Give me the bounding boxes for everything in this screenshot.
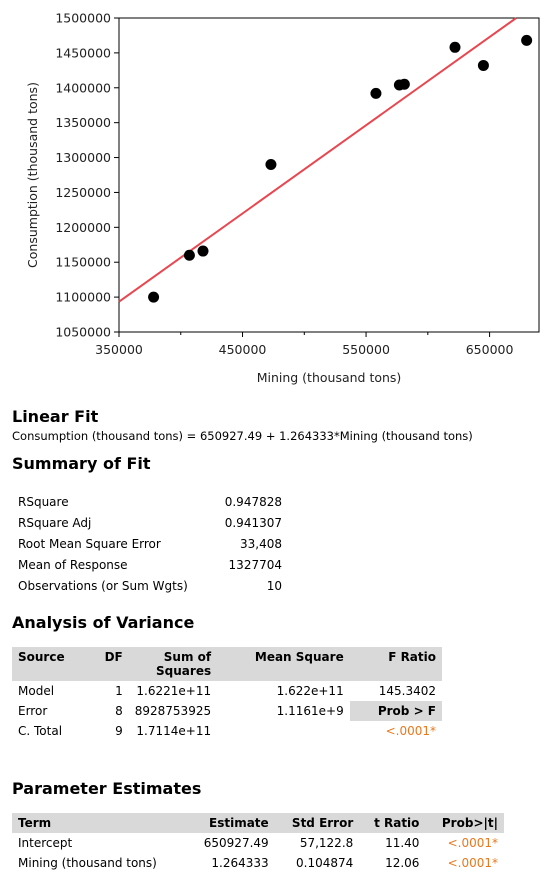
summary-value: 0.941307 — [224, 515, 282, 530]
parameter-estimates-title: Parameter Estimates — [12, 779, 202, 798]
params-cell-t: 12.06 — [385, 856, 420, 870]
anova-cell-ms: 1.622e+11 — [276, 684, 344, 698]
x-tick-label: 550000 — [342, 342, 390, 357]
scatter-plot: 1050000 1100000 1150000 1200000 1250000 13000… — [25, 11, 540, 385]
summary-row: Observations (or Sum Wgts) 10 — [14, 575, 286, 596]
regression-line — [118, 17, 517, 303]
summary-row: Mean of Response 1327704 — [14, 554, 286, 575]
params-row: Mining (thousand tons) 1.264333 0.104874 12… — [12, 853, 504, 873]
anova-cell-f: <.0001* — [385, 724, 436, 738]
summary-label: RSquare Adj — [18, 515, 92, 530]
y-tick-label: 1400000 — [55, 80, 111, 95]
summary-of-fit-section: Summary of Fit RSquare 0.947828 RSquare Ad… — [12, 454, 542, 596]
data-point — [197, 245, 209, 257]
summary-table: RSquare 0.947828 RSquare Adj 0.941307 Root M… — [14, 491, 286, 596]
y-axis-ticks: 1050000 1100000 1150000 1200000 1250000 13000… — [55, 11, 119, 340]
summary-value: 0.947828 — [224, 494, 282, 509]
anova-header-source: Source — [18, 650, 65, 664]
fit-equation: Consumption (thousand tons) = 650927.49 … — [12, 429, 473, 443]
anova-cell-source: C. Total — [18, 724, 63, 738]
summary-value: 10 — [266, 578, 282, 593]
anova-section: Analysis of Variance Source DF Sum of Sq… — [12, 613, 542, 741]
summary-label: Mean of Response — [18, 557, 128, 572]
summary-row: RSquare Adj 0.941307 — [14, 512, 286, 533]
plot-frame — [118, 17, 540, 333]
y-tick-label: 1250000 — [55, 185, 111, 200]
summary-label: Root Mean Square Error — [18, 536, 161, 551]
x-tick-label: 450000 — [219, 342, 267, 357]
params-cell-p: <.0001* — [447, 856, 498, 870]
anova-title: Analysis of Variance — [12, 613, 195, 632]
data-point — [398, 78, 410, 90]
anova-cell-df: 8 — [115, 704, 123, 718]
linear-fit-section: Linear Fit Consumption (thousand tons) =… — [12, 407, 542, 443]
anova-row: Model 1 1.6221e+11 1.622e+11 145.3402 — [12, 681, 442, 701]
anova-header-df: DF — [104, 650, 123, 664]
y-tick-label: 1150000 — [55, 255, 111, 270]
data-point — [148, 291, 160, 303]
data-point — [183, 249, 195, 261]
anova-cell-source: Error — [18, 704, 48, 718]
anova-cell-ss: 8928753925 — [134, 704, 212, 718]
anova-cell-df: 1 — [115, 684, 123, 698]
params-header-p: Prob>|t| — [441, 816, 498, 830]
anova-cell-df: 9 — [115, 724, 123, 738]
x-tick-label: 650000 — [466, 342, 514, 357]
summary-label: Observations (or Sum Wgts) — [18, 578, 188, 593]
anova-table: Source DF Sum of Squares Mean Square F R… — [12, 647, 442, 741]
params-header-se: Std Error — [291, 816, 354, 830]
params-header-term: Term — [18, 816, 52, 830]
params-cell-estimate: 1.264333 — [211, 856, 269, 870]
y-tick-label: 1450000 — [55, 45, 111, 60]
summary-row: Root Mean Square Error 33,408 — [14, 533, 286, 554]
params-row: Intercept 650927.49 57,122.8 11.40 <.0001* — [12, 833, 504, 853]
anova-cell-ss: 1.6221e+11 — [136, 684, 212, 698]
anova-cell-source: Model — [18, 684, 55, 698]
data-points — [148, 34, 533, 303]
y-tick-label: 1300000 — [55, 150, 111, 165]
y-tick-label: 1350000 — [55, 115, 111, 130]
params-cell-se: 0.104874 — [296, 856, 354, 870]
summary-row: RSquare 0.947828 — [14, 491, 286, 512]
data-point — [477, 59, 489, 71]
x-tick-label: 350000 — [95, 342, 143, 357]
y-tick-label: 1050000 — [55, 325, 111, 340]
data-point — [521, 34, 533, 46]
data-point — [370, 87, 382, 99]
anova-cell-f: Prob > F — [349, 701, 442, 721]
data-point — [449, 41, 461, 53]
y-axis-label: Consumption (thousand tons) — [25, 82, 40, 268]
anova-cell-ms: 1.1161e+9 — [276, 704, 344, 718]
anova-row: Error 8 8928753925 1.1161e+9 Prob > F — [12, 701, 442, 721]
params-cell-term: Intercept — [18, 836, 73, 850]
x-axis-label: Mining (thousand tons) — [257, 370, 402, 385]
y-tick-label: 1500000 — [55, 11, 111, 26]
params-cell-p: <.0001* — [447, 836, 498, 850]
y-tick-label: 1100000 — [55, 290, 111, 305]
params-header-t: t Ratio — [374, 816, 420, 830]
summary-label: RSquare — [18, 494, 69, 509]
x-axis-ticks: 350000 450000 550000 650000 — [95, 332, 513, 357]
anova-header-ms: Mean Square — [254, 650, 344, 664]
anova-row: C. Total 9 1.7114e+11 <.0001* — [12, 721, 442, 741]
params-cell-se: 57,122.8 — [299, 836, 354, 850]
data-point — [265, 159, 277, 171]
y-tick-label: 1200000 — [55, 220, 111, 235]
params-cell-t: 11.40 — [385, 836, 420, 850]
anova-cell-ms — [217, 721, 350, 741]
anova-cell-f: 145.3402 — [378, 684, 436, 698]
params-header-estimate: Estimate — [209, 816, 269, 830]
anova-header-ss: Sum of Squares — [156, 650, 212, 678]
params-cell-estimate: 650927.49 — [203, 836, 269, 850]
summary-value: 1327704 — [228, 557, 282, 572]
summary-value: 33,408 — [240, 536, 282, 551]
params-cell-term: Mining (thousand tons) — [18, 856, 157, 870]
parameter-estimates-table: Term Estimate Std Error t Ratio Prob>|t|… — [12, 813, 504, 873]
anova-cell-ss: 1.7114e+11 — [136, 724, 212, 738]
anova-header-f: F Ratio — [388, 650, 436, 664]
linear-fit-title: Linear Fit — [12, 407, 99, 426]
summary-of-fit-title: Summary of Fit — [12, 454, 151, 473]
parameter-estimates-section: Parameter Estimates Term Estimate Std Er… — [12, 779, 542, 873]
